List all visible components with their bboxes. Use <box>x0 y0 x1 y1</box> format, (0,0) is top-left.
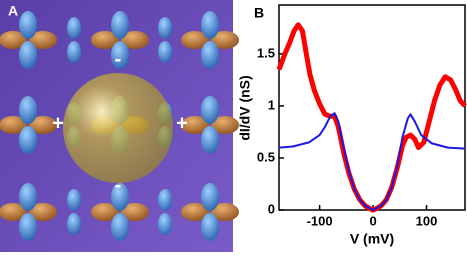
lobe <box>67 213 81 235</box>
lobe <box>111 213 129 241</box>
lobe <box>201 41 219 69</box>
y-axis-label: dI/dV (nS) <box>237 75 253 140</box>
lobe <box>19 11 37 39</box>
lobe <box>158 41 172 63</box>
lobe <box>211 31 239 49</box>
lobe <box>201 126 219 154</box>
lobe <box>29 203 57 221</box>
charge-sign: + <box>176 112 188 134</box>
lobe <box>19 213 37 241</box>
lobe <box>121 203 149 221</box>
lobe <box>67 17 81 39</box>
line-series <box>278 112 466 211</box>
lobe <box>0 31 27 49</box>
lobe <box>29 31 57 49</box>
lobe <box>121 31 149 49</box>
lobe <box>201 11 219 39</box>
lobe <box>67 189 81 211</box>
x-axis-label: V (mV) <box>350 231 394 247</box>
lobe <box>111 41 129 69</box>
lobe <box>201 213 219 241</box>
lobe <box>19 183 37 211</box>
y-tick-label: 0.5 <box>257 149 275 164</box>
y-tick-label: 1.5 <box>257 45 275 60</box>
lobe <box>0 116 27 134</box>
y-tick-label: 1 <box>268 97 275 112</box>
lobe <box>181 116 209 134</box>
y-tick-label: 0 <box>268 201 275 216</box>
lobe <box>158 189 172 211</box>
x-tick-label: 100 <box>416 213 438 228</box>
lobe <box>0 203 27 221</box>
x-tick-label: 0 <box>369 213 376 228</box>
lobe <box>19 96 37 124</box>
lobe <box>91 31 119 49</box>
charge-sign: - <box>115 48 122 70</box>
lobe <box>19 126 37 154</box>
lobe <box>211 116 239 134</box>
lobe <box>158 213 172 235</box>
lobe <box>111 11 129 39</box>
lobe <box>201 96 219 124</box>
lobe <box>91 203 119 221</box>
panel-label: A <box>8 3 18 19</box>
charge-sign: - <box>115 174 122 196</box>
plot-frame <box>278 4 466 211</box>
x-tick-label: -100 <box>307 213 333 228</box>
lobe <box>201 183 219 211</box>
lobe <box>181 31 209 49</box>
lobe <box>158 17 172 39</box>
lobe <box>211 203 239 221</box>
lobe <box>67 41 81 63</box>
panel-label: B <box>254 5 264 21</box>
lobe <box>19 41 37 69</box>
line-series <box>276 22 467 213</box>
orbitals <box>0 11 239 241</box>
lobe <box>29 116 57 134</box>
charge-blob <box>63 73 173 183</box>
lobe <box>181 203 209 221</box>
lobe <box>111 183 129 211</box>
charge-sign: + <box>52 112 64 134</box>
